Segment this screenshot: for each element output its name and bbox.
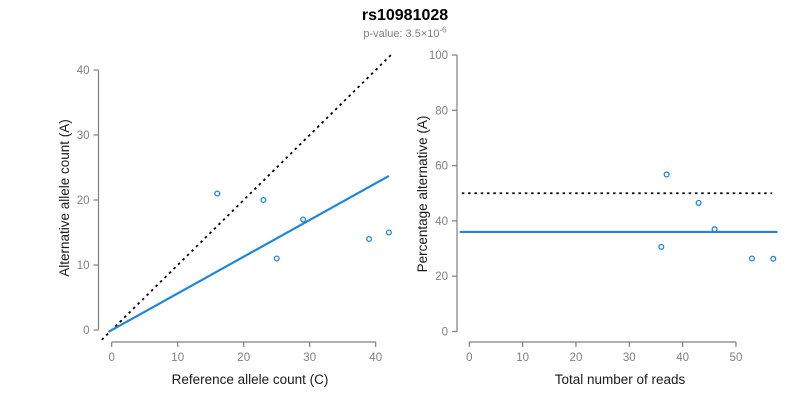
x-tick-label: 20 [237, 352, 250, 364]
x-tick-label: 0 [108, 352, 114, 364]
p-value-subtitle: p-value: 3.5×10-6 [10, 25, 800, 40]
identity-line [101, 54, 392, 341]
x-tick-label: 40 [369, 352, 382, 364]
y-axis-title: Percentage alternative (A) [415, 116, 430, 273]
y-tick-label: 10 [77, 260, 90, 272]
x-tick-label: 30 [303, 352, 316, 364]
data-point [385, 229, 392, 236]
x-tick-label: 50 [730, 352, 743, 364]
y-axis-title: Alternative allele count (A) [57, 119, 72, 277]
x-tick-label: 10 [516, 352, 529, 364]
x-axis-title: Reference allele count (C) [172, 372, 329, 387]
x-tick-label: 30 [623, 352, 636, 364]
y-tick-label: 0 [442, 327, 448, 339]
data-point [260, 196, 267, 204]
y-tick-label: 20 [77, 195, 90, 207]
data-point [748, 255, 755, 262]
fit-line [107, 174, 390, 333]
p-value-text: p-value: 3.5×10 [363, 28, 440, 40]
page-title: rs10981028 [361, 7, 449, 24]
y-tick-label: 40 [77, 65, 90, 77]
left-plot: 0 10 20 30 40 0 10 20 30 40 Reference allele count… [57, 54, 392, 387]
data-point [366, 235, 373, 243]
data-point [695, 199, 702, 206]
data-point [214, 190, 221, 197]
y-tick-label: 0 [83, 325, 89, 337]
y-tick-label: 20 [435, 271, 448, 283]
data-point [273, 255, 280, 262]
right-plot: 0 10 20 30 40 50 0 20 40 60 80 100 Total number of r… [415, 50, 778, 387]
y-tick-label: 30 [77, 130, 90, 142]
y-tick-label: 60 [435, 161, 448, 173]
data-point [658, 243, 665, 250]
x-tick-label: 0 [466, 352, 472, 364]
data-point [300, 216, 307, 223]
data-point [663, 171, 670, 178]
x-tick-label: 10 [171, 352, 184, 364]
data-point [711, 226, 718, 233]
data-point [770, 255, 777, 262]
x-tick-label: 20 [570, 352, 583, 364]
y-tick-label: 100 [429, 50, 448, 62]
y-tick-label: 80 [435, 105, 448, 117]
y-tick-label: 40 [435, 216, 448, 228]
x-tick-label: 40 [676, 352, 689, 364]
x-axis-title: Total number of reads [555, 372, 686, 387]
p-value-exponent: -6 [439, 25, 447, 35]
